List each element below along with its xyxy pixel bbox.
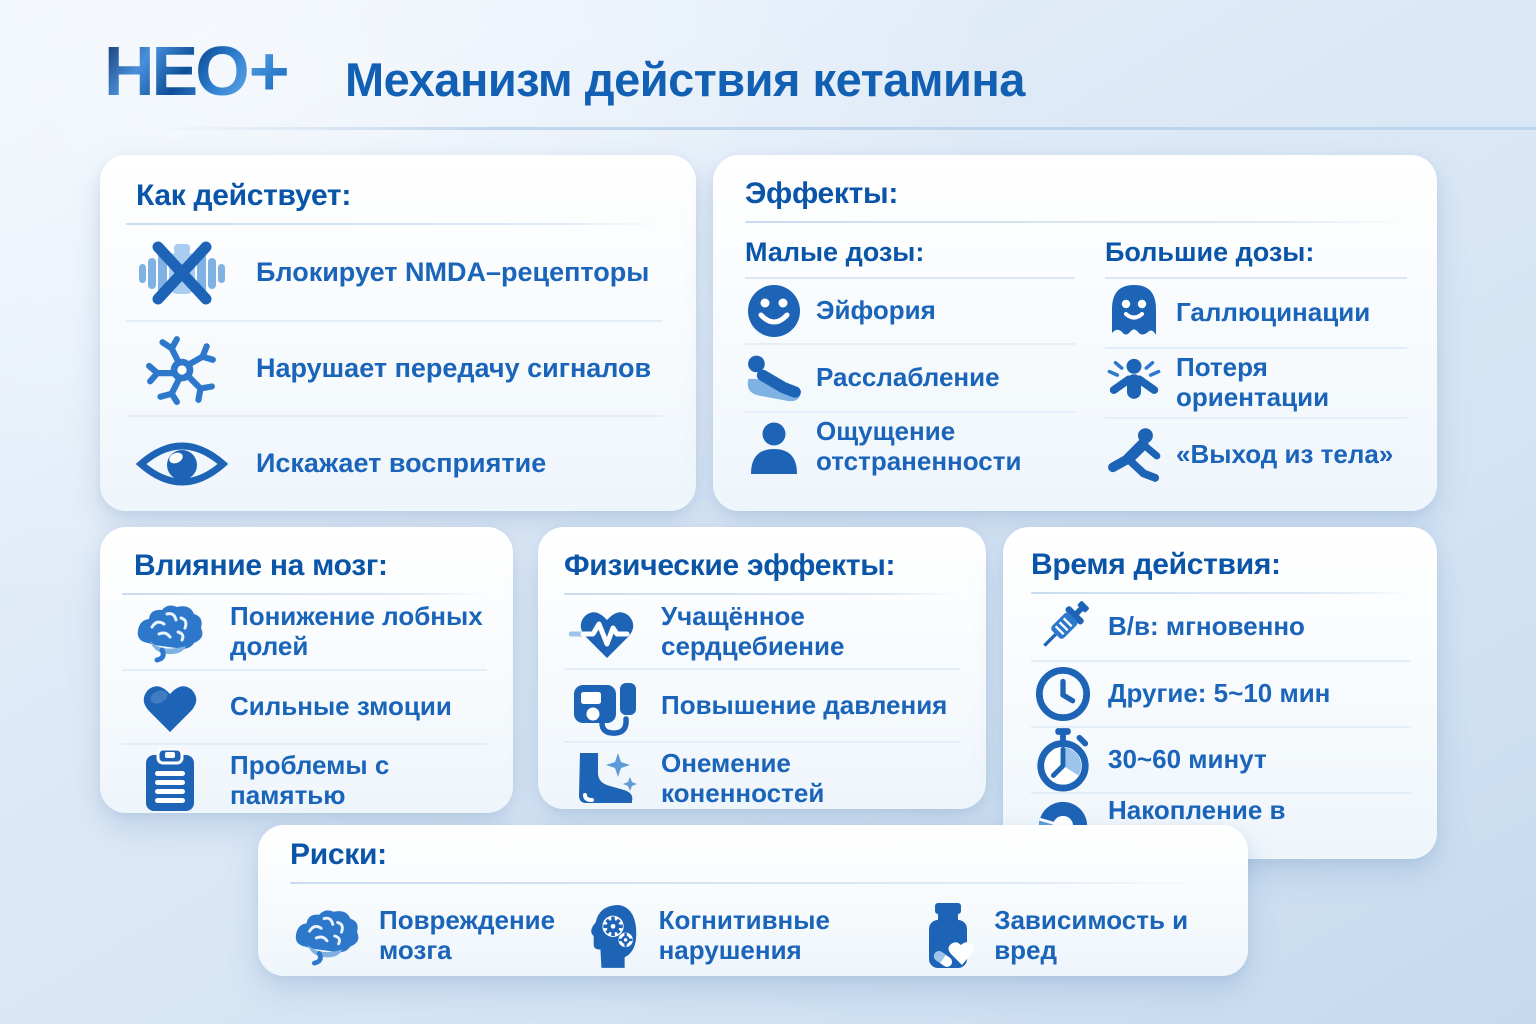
item-label: Учащённое сердцебиение — [661, 600, 845, 661]
card-title-divider — [1031, 592, 1411, 594]
list-item: Ощущение отстраненности — [745, 411, 1075, 481]
item-label: Потеря ориентации — [1176, 352, 1330, 412]
item-label: В/в: мгновенно — [1108, 611, 1305, 642]
duration-card: Время действия: В/в: мгновенно — [1003, 527, 1437, 859]
item-label: Галлюцинации — [1176, 297, 1371, 328]
list-item: Искажает восприятие — [126, 415, 662, 510]
card-title-divider — [126, 223, 662, 225]
list-item: Другие: 5~10 мин — [1031, 660, 1411, 726]
clock-icon — [1031, 666, 1095, 722]
item-label: Расслабление — [816, 362, 1000, 393]
list-item: Галлюцинации — [1105, 279, 1407, 347]
heart-pulse-icon — [564, 602, 646, 662]
card-title-divider — [122, 593, 487, 595]
list-item: Повышение давления — [564, 668, 960, 741]
blood-pressure-icon — [564, 675, 646, 737]
item-label: Другие: 5~10 мин — [1108, 678, 1331, 709]
column-heading: Малые дозы: — [745, 237, 1075, 279]
item-label: Онемение коненностей — [661, 747, 825, 808]
item-label: Понижение лобных долей — [230, 601, 483, 661]
list-item: Сильные змоции — [122, 669, 487, 743]
damaged-brain-icon — [290, 906, 364, 966]
list-item: Онемение коненностей — [564, 741, 960, 814]
physical-effects-card: Физические эффекты: Учащённое сердцебиен… — [538, 527, 986, 809]
card-title: Риски: — [290, 838, 387, 871]
header-divider — [150, 127, 1536, 130]
logo-plus-sign: + — [248, 32, 290, 110]
list-item: «Выход из тела» — [1105, 416, 1407, 491]
reclining-person-icon — [745, 349, 803, 407]
item-label: Сильные змоции — [230, 691, 452, 722]
list-item: Учащённое сердцебиение — [564, 595, 960, 668]
head-gears-icon — [584, 902, 644, 970]
column-heading: Большие дозы: — [1105, 237, 1407, 279]
list-item: В/в: мгновенно — [1031, 594, 1411, 660]
card-title-divider — [564, 593, 960, 595]
pill-bottle-icon — [921, 902, 979, 970]
item-label: Эйфория — [816, 295, 936, 326]
item-label: Когнитивные нарушения — [658, 905, 830, 965]
list-item: Блокирует NMDA–рецепторы — [126, 225, 662, 320]
list-item: Повреждение мозга — [290, 905, 584, 966]
card-title: Физические эффекты: — [564, 549, 896, 582]
list-item: Нарушает передачу сигналов — [126, 320, 662, 415]
brain-impact-card: Влияние на мозг: Понижение лобных долей — [100, 527, 513, 813]
item-label: Искажает восприятие — [256, 447, 547, 478]
card-title-divider — [745, 221, 1407, 223]
large-doses-column: Большие дозы: Галлюцинации — [1105, 237, 1407, 491]
floating-person-icon — [1105, 423, 1163, 487]
clipboard-icon — [122, 749, 218, 813]
card-title: Влияние на мозг: — [134, 549, 388, 582]
item-label: «Выход из тела» — [1176, 438, 1394, 469]
list-item: 30~60 минут — [1031, 726, 1411, 792]
list-item: Эйфория — [745, 279, 1075, 343]
item-label: Зависимость и вред — [994, 905, 1189, 965]
neo-plus-logo: НЕО+ — [104, 36, 290, 106]
eye-icon — [126, 435, 238, 493]
brain-icon — [122, 601, 218, 663]
heart-icon — [122, 679, 218, 735]
person-icon — [745, 420, 803, 474]
how-it-works-card: Как действует: Блокирует NMDA–рецепторы — [100, 155, 696, 511]
small-doses-column: Малые дозы: Эйфория — [745, 237, 1075, 491]
list-item: Проблемы с памятью — [122, 743, 487, 817]
item-label: Нарушает передачу сигналов — [256, 352, 652, 383]
item-label: Ощущение отстраненности — [816, 416, 1022, 476]
blocked-nmda-receptor-icon — [126, 237, 238, 309]
smiley-face-icon — [745, 283, 803, 339]
card-title: Эффекты: — [745, 177, 899, 210]
neuron-icon — [126, 332, 238, 406]
list-item: Потеря ориентации — [1105, 347, 1407, 417]
item-label: Проблемы с памятью — [230, 750, 390, 810]
disoriented-person-icon — [1105, 354, 1163, 412]
item-label: Повышение давления — [661, 689, 948, 720]
card-title-divider — [290, 882, 1208, 884]
ghost-icon — [1105, 283, 1163, 343]
item-label: 30~60 минут — [1108, 744, 1267, 775]
syringe-icon — [1031, 595, 1095, 659]
list-item: Зависимость и вред — [921, 902, 1208, 970]
card-title: Время действия: — [1031, 548, 1281, 581]
card-title: Как действует: — [136, 179, 352, 212]
list-item: Расслабление — [745, 343, 1075, 411]
list-item: Понижение лобных долей — [122, 595, 487, 669]
effects-card: Эффекты: Малые дозы: Эйфория — [713, 155, 1437, 511]
logo-text: НЕО — [104, 32, 250, 110]
risks-card: Риски: Повреждение мозга — [258, 825, 1248, 976]
list-item: Когнитивные нарушения — [584, 902, 922, 970]
item-label: Повреждение мозга — [379, 905, 556, 965]
page-title: Механизм действия кетамина — [345, 53, 1025, 106]
stopwatch-icon — [1031, 728, 1095, 792]
numb-foot-icon — [564, 749, 646, 809]
item-label: Блокирует NMDA–рецепторы — [256, 256, 650, 287]
